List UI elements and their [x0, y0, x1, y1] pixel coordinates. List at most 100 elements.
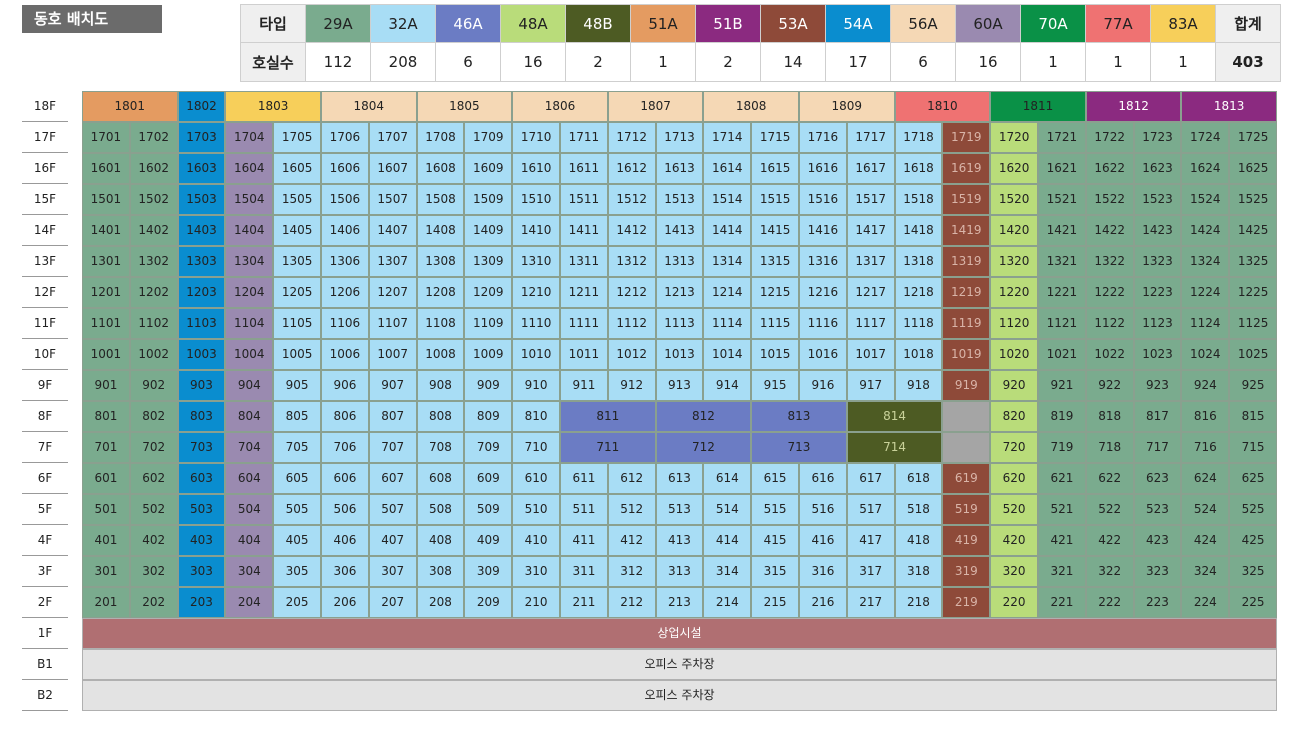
unit-cell: 713 — [751, 432, 847, 463]
unit-cell: 1621 — [1038, 153, 1086, 184]
unit-cell: 616 — [799, 463, 847, 494]
unit-cell: 421 — [1038, 525, 1086, 556]
unit-cell: 1209 — [464, 277, 513, 308]
unit-cell: 409 — [464, 525, 513, 556]
unit-cell: 611 — [560, 463, 608, 494]
unit-cell: 521 — [1038, 494, 1086, 525]
unit-cell: 605 — [273, 463, 321, 494]
unit-cell: 1303 — [177, 246, 226, 277]
unit-cell: 301 — [82, 556, 130, 587]
unit-cell: 1414 — [703, 215, 752, 246]
unit-cell: 1515 — [751, 184, 799, 215]
floor-label: 8F — [22, 401, 68, 432]
floor-label: 7F — [22, 432, 68, 463]
unit-cell: 901 — [82, 370, 130, 401]
legend-type-60A: 60A — [955, 4, 1021, 43]
unit-cell: 918 — [894, 370, 943, 401]
legend-type-54A: 54A — [825, 4, 891, 43]
unit-cell: 910 — [512, 370, 560, 401]
unit-cell: 212 — [607, 587, 656, 618]
unit-cell: 406 — [321, 525, 369, 556]
floor-label: 3F — [22, 556, 68, 587]
unit-cell: 1704 — [225, 122, 274, 153]
unit-cell: 1116 — [799, 308, 847, 339]
legend-type-77A: 77A — [1085, 4, 1151, 43]
unit-cell: 1502 — [129, 184, 178, 215]
unit-cell: 321 — [1038, 556, 1086, 587]
unit-cell: 1125 — [1229, 308, 1277, 339]
unit-cell: 221 — [1038, 587, 1086, 618]
unit-cell — [942, 401, 991, 432]
unit-cell: 516 — [799, 494, 847, 525]
unit-cell: 407 — [368, 525, 417, 556]
unit-cell: 418 — [894, 525, 943, 556]
unit-cell: 1604 — [225, 153, 274, 184]
unit-cell: 424 — [1181, 525, 1230, 556]
unit-cell: 1609 — [464, 153, 513, 184]
unit-cell: 1607 — [368, 153, 417, 184]
unit-cell: 701 — [82, 432, 130, 463]
unit-cell: 1110 — [512, 308, 560, 339]
unit-cell: 420 — [990, 525, 1038, 556]
floor-label: 1F — [22, 618, 68, 649]
unit-cell: 1014 — [703, 339, 752, 370]
unit-cell: 915 — [751, 370, 799, 401]
unit-cell: 1119 — [942, 308, 991, 339]
unit-cell: 523 — [1133, 494, 1182, 525]
floor-label: 11F — [22, 308, 68, 339]
unit-cell: 313 — [655, 556, 704, 587]
unit-cell: 316 — [799, 556, 847, 587]
unit-cell: 1524 — [1181, 184, 1230, 215]
unit-cell: 1405 — [273, 215, 321, 246]
unit-cell: 1417 — [846, 215, 895, 246]
unit-cell: 804 — [225, 401, 274, 432]
unit-cell: 423 — [1133, 525, 1182, 556]
unit-cell: 807 — [368, 401, 417, 432]
unit-cell: 1211 — [560, 277, 608, 308]
unit-cell: 1310 — [512, 246, 560, 277]
unit-cell: 1316 — [799, 246, 847, 277]
unit-cell: 1015 — [751, 339, 799, 370]
floor-label: B2 — [22, 680, 68, 711]
office-parking-b1-row: 오피스 주차장 — [82, 649, 1277, 680]
unit-cell: 519 — [942, 494, 991, 525]
unit-cell: 520 — [990, 494, 1038, 525]
unit-cell: 216 — [799, 587, 847, 618]
unit-cell: 623 — [1133, 463, 1182, 494]
unit-cell: 1207 — [368, 277, 417, 308]
unit-cell: 506 — [321, 494, 369, 525]
unit-cell: 1721 — [1038, 122, 1086, 153]
floor-label: 9F — [22, 370, 68, 401]
unit-cell: 1104 — [225, 308, 274, 339]
unit-cell: 902 — [129, 370, 178, 401]
unit-cell: 508 — [416, 494, 465, 525]
unit-cell: 505 — [273, 494, 321, 525]
unit-cell: 603 — [177, 463, 226, 494]
unit-cell: 314 — [703, 556, 752, 587]
unit-cell: 1806 — [512, 91, 608, 122]
unit-cell: 1803 — [225, 91, 321, 122]
unit-cell: 1005 — [273, 339, 321, 370]
unit-cell: 714 — [846, 432, 943, 463]
unit-cell: 917 — [846, 370, 895, 401]
unit-cell: 1023 — [1133, 339, 1182, 370]
legend-type-48B: 48B — [565, 4, 631, 43]
unit-cell: 404 — [225, 525, 274, 556]
unit-cell: 913 — [655, 370, 704, 401]
unit-cell: 514 — [703, 494, 752, 525]
unit-cell: 703 — [177, 432, 226, 463]
unit-cell: 311 — [560, 556, 608, 587]
unit-cell: 1315 — [751, 246, 799, 277]
unit-cell: 1305 — [273, 246, 321, 277]
unit-cell: 1403 — [177, 215, 226, 246]
unit-cell: 1618 — [894, 153, 943, 184]
unit-cell: 810 — [512, 401, 560, 432]
unit-cell: 417 — [846, 525, 895, 556]
unit-cell: 624 — [1181, 463, 1230, 494]
unit-cell: 712 — [655, 432, 752, 463]
unit-cell: 1102 — [129, 308, 178, 339]
unit-cell: 1715 — [751, 122, 799, 153]
legend-count-32A: 208 — [370, 42, 436, 82]
unit-cell: 1622 — [1085, 153, 1134, 184]
unit-cell: 223 — [1133, 587, 1182, 618]
